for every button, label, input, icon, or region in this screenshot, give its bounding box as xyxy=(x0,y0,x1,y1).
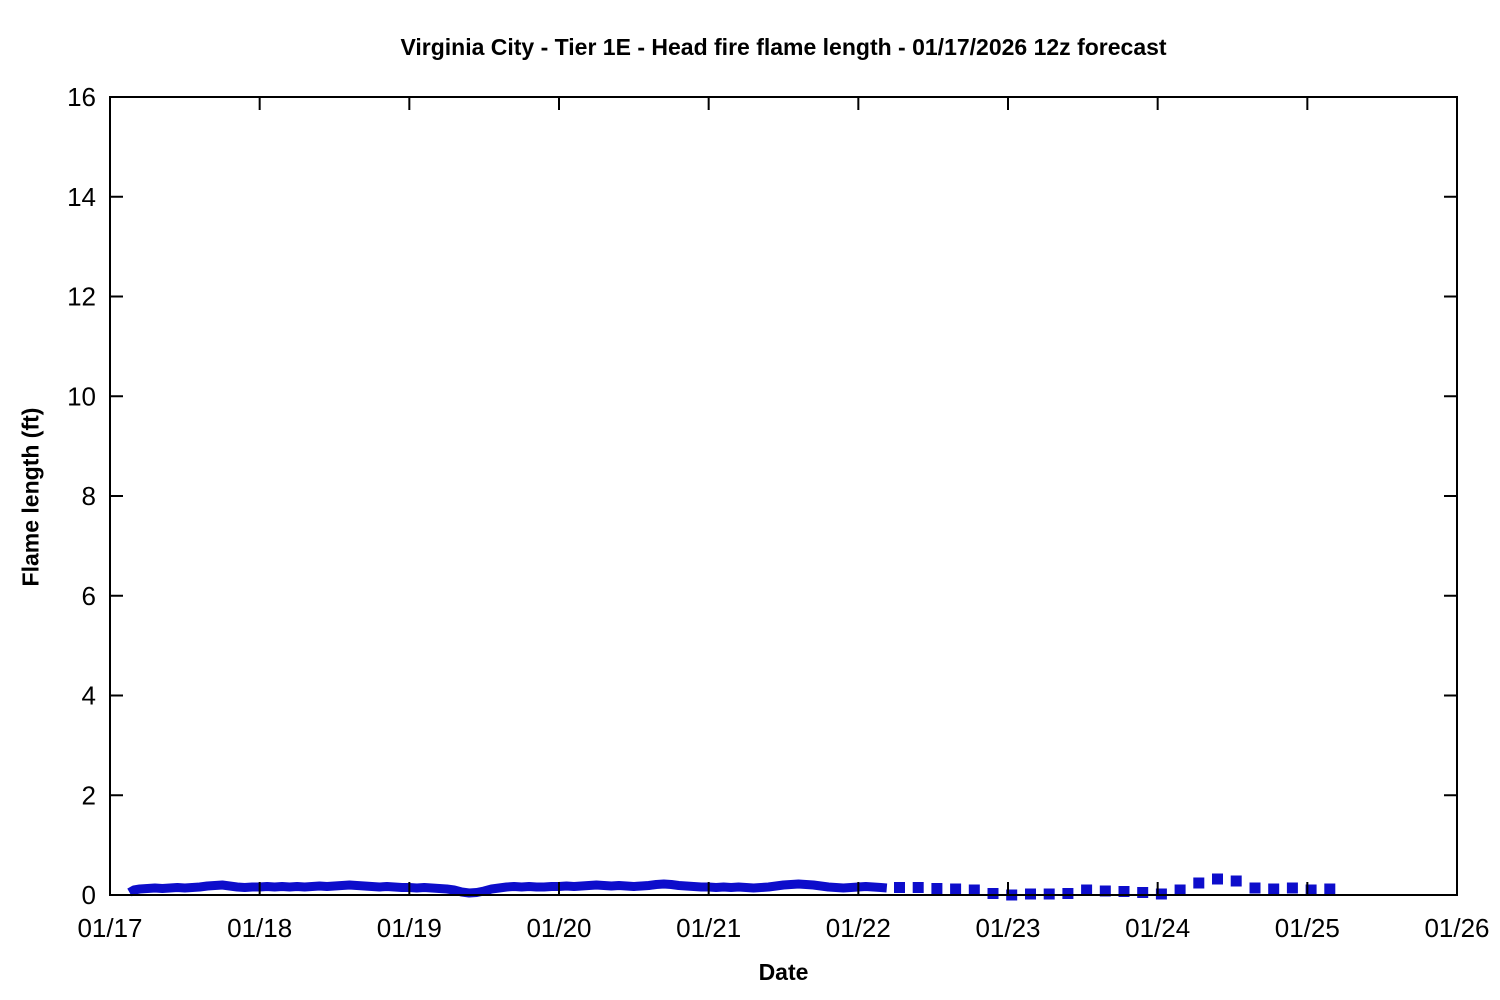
y-tick-label: 4 xyxy=(82,681,96,711)
series-marker-flame-length-3hourly-dots xyxy=(1099,885,1111,897)
series-marker-flame-length-3hourly-dots xyxy=(931,883,943,894)
x-axis-title: Date xyxy=(758,959,809,985)
x-tick-label: 01/18 xyxy=(227,913,292,943)
y-tick-label: 10 xyxy=(67,381,96,411)
y-tick-label: 8 xyxy=(82,481,96,511)
plot-border xyxy=(109,96,1458,896)
chart-title: Virginia City - Tier 1E - Head fire flam… xyxy=(400,34,1167,60)
series-marker-flame-length-3hourly-dots xyxy=(1081,884,1093,896)
series-marker-flame-length-3hourly-dots xyxy=(912,882,924,893)
series-marker-flame-length-3hourly-dots xyxy=(1193,877,1205,889)
y-tick-label: 16 xyxy=(67,82,96,112)
y-tick-label: 0 xyxy=(82,880,96,910)
x-tick-label: 01/26 xyxy=(1424,913,1489,943)
series-marker-flame-length-3hourly-dots xyxy=(950,883,962,895)
series-marker-flame-length-3hourly-dots xyxy=(1324,883,1336,895)
series-marker-flame-length-3hourly-dots xyxy=(1212,873,1223,885)
x-tick-label: 01/23 xyxy=(975,913,1040,943)
x-tick-label: 01/24 xyxy=(1125,913,1190,943)
y-tick-label: 6 xyxy=(82,581,96,611)
x-tick-label: 01/22 xyxy=(826,913,891,943)
x-tick-label: 01/19 xyxy=(377,913,442,943)
series-marker-flame-length-3hourly-dots xyxy=(1249,882,1261,894)
series-marker-flame-length-3hourly-dots xyxy=(894,882,905,893)
series-marker-flame-length-3hourly-dots xyxy=(1118,886,1130,897)
series-marker-flame-length-3hourly-dots xyxy=(1305,884,1317,896)
series-marker-flame-length-3hourly-dots xyxy=(987,888,999,899)
y-tick-label: 14 xyxy=(67,182,96,212)
series-marker-flame-length-3hourly-dots xyxy=(1230,875,1242,887)
y-tick-label: 12 xyxy=(67,282,96,312)
x-tick-label: 01/21 xyxy=(676,913,741,943)
x-tick-label: 01/17 xyxy=(77,913,142,943)
x-tick-label: 01/25 xyxy=(1275,913,1340,943)
series-marker-flame-length-3hourly-dots xyxy=(968,884,980,896)
series-marker-flame-length-3hourly-dots xyxy=(1062,888,1074,899)
x-tick-label: 01/20 xyxy=(526,913,591,943)
series-marker-flame-length-3hourly-dots xyxy=(1137,887,1149,898)
series-marker-flame-length-3hourly-dots xyxy=(1268,883,1280,895)
y-axis-title: Flame length (ft) xyxy=(17,407,44,587)
series-marker-flame-length-3hourly-dots xyxy=(1174,884,1186,896)
y-tick-label: 2 xyxy=(82,780,96,810)
series-marker-flame-length-3hourly-dots xyxy=(1286,882,1298,894)
series-line-flame-length-hourly-solid xyxy=(127,879,888,898)
